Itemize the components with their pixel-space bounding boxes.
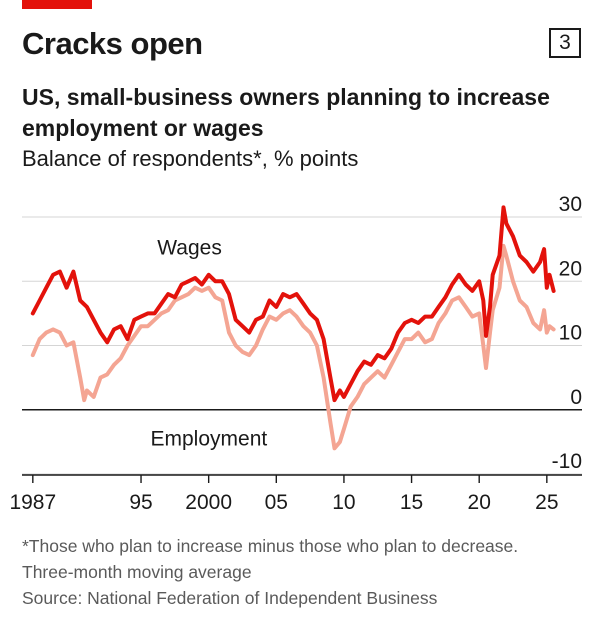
chart-title: Cracks open (22, 26, 203, 61)
series-line-employment (30, 243, 556, 451)
series-label-wages: Wages (157, 236, 222, 259)
brand-bar (22, 0, 92, 9)
x-tick-label: 10 (332, 491, 355, 514)
footnote-moving-average: Three-month moving average (22, 562, 252, 582)
x-tick-label: 25 (535, 491, 558, 514)
series-lines (30, 205, 556, 451)
footnote: *Those who plan to increase minus those … (22, 533, 518, 611)
series-labels: Wages Employment (151, 236, 268, 450)
y-tick-label: 20 (559, 257, 582, 280)
x-tick-label: 95 (129, 491, 152, 514)
y-tick-label: 10 (559, 322, 582, 345)
x-tick-label: 2000 (185, 491, 232, 514)
gridlines (22, 216, 582, 475)
x-tick-label: 1987 (9, 491, 56, 514)
y-tick-label: 30 (559, 193, 582, 216)
x-tick-label: 20 (468, 491, 491, 514)
source-note: Source: National Federation of Independe… (22, 588, 438, 608)
x-tick-label: 15 (400, 491, 423, 514)
chart-subtitle: US, small-business owners planning to in… (22, 84, 550, 141)
x-tick-label: 05 (265, 491, 288, 514)
series-label-employment: Employment (151, 428, 268, 451)
unit-label: Balance of respondents*, % points (22, 146, 359, 171)
y-axis-ticks: 30 20 10 0 -10 (552, 193, 582, 473)
y-tick-label: 0 (570, 386, 582, 409)
chart-number-badge: 3 (549, 28, 581, 58)
x-axis-ticks: 1987 95 2000 05 10 15 20 25 (9, 474, 582, 514)
footnote-definition: *Those who plan to increase minus those … (22, 536, 519, 556)
series-line-wages (30, 205, 556, 403)
y-tick-label: -10 (552, 450, 582, 473)
